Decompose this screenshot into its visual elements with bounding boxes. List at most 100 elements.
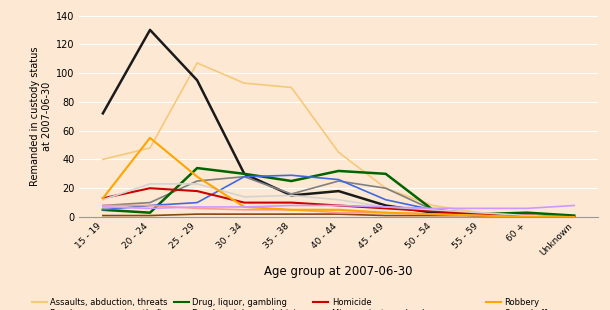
- Sexual offences: [146, 206, 154, 210]
- Homicide: [335, 204, 342, 207]
- Drug, liquor, gambling: [382, 172, 389, 176]
- Homicide: [240, 201, 248, 205]
- Driver licence and conduct: [193, 179, 201, 183]
- Misc against good order: [99, 198, 107, 202]
- Assaults, abduction, threats: [570, 215, 578, 219]
- Drunk and drugged driving: [288, 212, 295, 216]
- Fraud, receiving: [193, 201, 201, 205]
- Assaults, abduction, threats: [240, 81, 248, 85]
- Homicide: [382, 206, 389, 210]
- Sexual offences: [335, 204, 342, 207]
- Misc against good order: [476, 211, 484, 215]
- Robbery: [193, 175, 201, 179]
- Driver licence and conduct: [523, 214, 531, 217]
- Homicide: [99, 197, 107, 200]
- Robbery: [288, 208, 295, 212]
- Property damage and endangering: [335, 211, 342, 215]
- Misc against good order: [335, 198, 342, 202]
- Sexual offences: [288, 204, 295, 207]
- Property damage and endangering: [476, 214, 484, 217]
- Homicide: [570, 215, 578, 219]
- Drunk and drugged driving: [523, 215, 531, 219]
- Fraud, receiving: [476, 212, 484, 216]
- Fraud, receiving: [288, 173, 295, 177]
- Robbery: [523, 215, 531, 219]
- Homicide: [193, 189, 201, 193]
- Line: Burglary, conversion, theft: Burglary, conversion, theft: [103, 30, 574, 217]
- Burglary, conversion, theft: [523, 215, 531, 219]
- Sexual offences: [429, 206, 437, 210]
- Assaults, abduction, threats: [476, 211, 484, 215]
- Burglary, conversion, theft: [240, 172, 248, 176]
- Driver licence and conduct: [240, 175, 248, 179]
- Robbery: [429, 212, 437, 216]
- Drunk and drugged driving: [240, 212, 248, 216]
- Robbery: [335, 208, 342, 212]
- Line: Fraud, receiving: Fraud, receiving: [103, 175, 574, 217]
- Misc against good order: [523, 214, 531, 217]
- Line: Robbery: Robbery: [103, 138, 574, 217]
- Driver licence and conduct: [429, 208, 437, 212]
- Property damage and endangering: [99, 204, 107, 207]
- Homicide: [146, 186, 154, 190]
- Fraud, receiving: [570, 215, 578, 219]
- Fraud, receiving: [523, 214, 531, 217]
- Sexual offences: [570, 204, 578, 207]
- Homicide: [288, 201, 295, 205]
- Sexual offences: [476, 206, 484, 210]
- Drunk and drugged driving: [146, 214, 154, 217]
- X-axis label: Age group at 2007-06-30: Age group at 2007-06-30: [264, 265, 413, 278]
- Drug, liquor, gambling: [523, 211, 531, 215]
- Y-axis label: Remanded in custody status
at 2007-06-30: Remanded in custody status at 2007-06-30: [30, 46, 52, 186]
- Line: Homicide: Homicide: [103, 188, 574, 217]
- Driver licence and conduct: [382, 186, 389, 190]
- Drug, liquor, gambling: [335, 169, 342, 173]
- Burglary, conversion, theft: [476, 214, 484, 217]
- Robbery: [99, 197, 107, 200]
- Line: Sexual offences: Sexual offences: [103, 206, 574, 208]
- Drunk and drugged driving: [570, 215, 578, 219]
- Homicide: [429, 209, 437, 213]
- Burglary, conversion, theft: [570, 215, 578, 219]
- Misc against good order: [288, 193, 295, 197]
- Sexual offences: [99, 205, 107, 209]
- Assaults, abduction, threats: [382, 186, 389, 190]
- Drug, liquor, gambling: [288, 179, 295, 183]
- Drug, liquor, gambling: [193, 166, 201, 170]
- Robbery: [240, 205, 248, 209]
- Misc against good order: [429, 208, 437, 212]
- Line: Assaults, abduction, threats: Assaults, abduction, threats: [103, 63, 574, 217]
- Assaults, abduction, threats: [288, 86, 295, 89]
- Fraud, receiving: [335, 178, 342, 181]
- Sexual offences: [240, 205, 248, 209]
- Property damage and endangering: [570, 215, 578, 219]
- Drunk and drugged driving: [193, 212, 201, 216]
- Burglary, conversion, theft: [99, 112, 107, 115]
- Assaults, abduction, threats: [523, 214, 531, 217]
- Property damage and endangering: [288, 208, 295, 212]
- Assaults, abduction, threats: [193, 61, 201, 65]
- Misc against good order: [146, 182, 154, 186]
- Fraud, receiving: [99, 208, 107, 212]
- Drunk and drugged driving: [476, 214, 484, 217]
- Robbery: [570, 215, 578, 219]
- Misc against good order: [570, 215, 578, 219]
- Driver licence and conduct: [99, 204, 107, 207]
- Sexual offences: [382, 205, 389, 209]
- Burglary, conversion, theft: [288, 193, 295, 197]
- Sexual offences: [193, 205, 201, 209]
- Burglary, conversion, theft: [382, 204, 389, 207]
- Sexual offences: [523, 206, 531, 210]
- Drunk and drugged driving: [429, 214, 437, 217]
- Misc against good order: [240, 195, 248, 199]
- Fraud, receiving: [146, 204, 154, 207]
- Assaults, abduction, threats: [146, 146, 154, 150]
- Property damage and endangering: [193, 206, 201, 210]
- Property damage and endangering: [382, 211, 389, 215]
- Homicide: [476, 212, 484, 216]
- Driver licence and conduct: [476, 212, 484, 216]
- Driver licence and conduct: [335, 179, 342, 183]
- Burglary, conversion, theft: [429, 211, 437, 215]
- Line: Property damage and endangering: Property damage and endangering: [103, 206, 574, 217]
- Fraud, receiving: [240, 175, 248, 179]
